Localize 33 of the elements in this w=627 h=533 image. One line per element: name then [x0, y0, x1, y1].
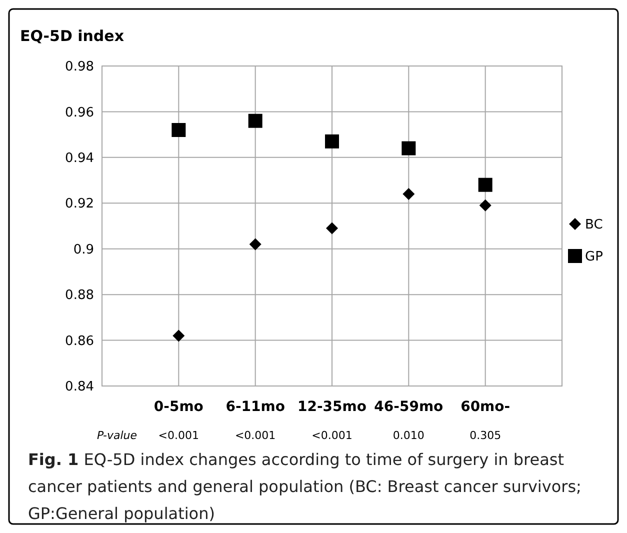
- point: [172, 123, 186, 137]
- point: [248, 114, 262, 128]
- point: [402, 141, 416, 156]
- x-tick-label: 12-35mo: [298, 399, 367, 415]
- text: P-value: [97, 429, 138, 442]
- text: 0.010: [392, 429, 424, 442]
- point: [325, 134, 339, 148]
- point: [402, 188, 415, 200]
- text: <0.001: [234, 429, 276, 442]
- x-tick-label: 6-11mo: [226, 399, 286, 415]
- point: [172, 330, 185, 342]
- legend-label: GP: [585, 250, 604, 265]
- text: <0.001: [312, 429, 352, 442]
- y-tick-label: 0.88: [65, 288, 94, 304]
- y-tick-label: 0.98: [65, 60, 94, 75]
- legend-label: BC: [585, 218, 603, 233]
- y-tick-label: 0.94: [65, 150, 94, 166]
- point: [479, 199, 492, 212]
- x-tick-label: 46-59mo: [374, 399, 444, 415]
- point: [478, 178, 492, 192]
- x-tick-label: 0-5mo: [154, 399, 204, 415]
- text: <0.001: [158, 429, 200, 442]
- chart-title: EQ-5D index: [20, 27, 124, 45]
- text: 0.305: [470, 429, 502, 442]
- y-tick-label: 0.86: [65, 334, 94, 349]
- y-tick-label: 0.96: [65, 105, 94, 120]
- x-tick-label: 60mo-: [460, 399, 510, 415]
- point: [326, 222, 338, 234]
- caption: Fig. 1: [28, 450, 79, 469]
- y-tick-label: 0.92: [65, 196, 94, 212]
- y-tick-label: 0.9: [73, 242, 94, 258]
- y-tick-label: 0.84: [65, 380, 94, 395]
- point: [249, 238, 262, 250]
